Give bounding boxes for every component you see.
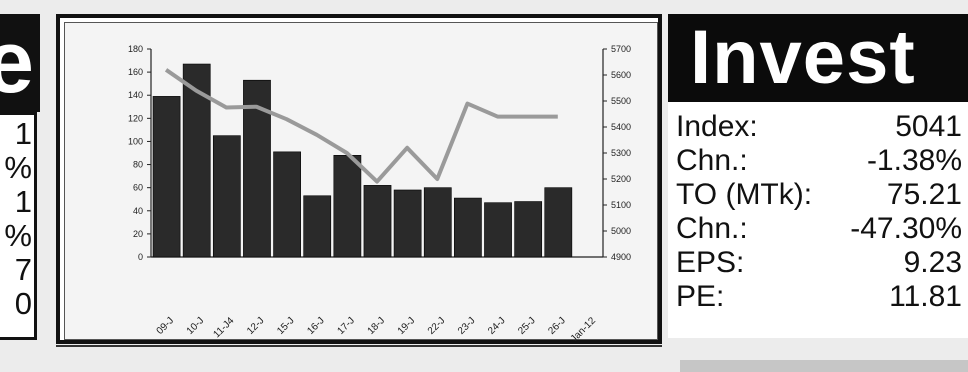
x-tick-label: 10-J <box>185 315 207 337</box>
stat-value: 75.21 <box>886 178 962 211</box>
chart-area: 0 20 40 60 80 100 120 140 160 180 4900 5000 5100 5200… <box>64 22 658 341</box>
left-panel-value: % <box>4 218 32 253</box>
stat-row-pe: PE: 11.81 <box>676 280 962 314</box>
x-tick-label: 25-J <box>516 315 538 337</box>
gray-strip <box>680 360 968 372</box>
stat-row-eps: EPS: 9.23 <box>676 246 962 280</box>
y-right-tick-label: 4900 <box>611 252 631 262</box>
invest-panel: Invest Index: 5041 Chn.: -1.38% TO (MTk)… <box>668 14 968 338</box>
y-left-tick-label: 60 <box>133 183 143 193</box>
stat-value: 5041 <box>895 110 962 143</box>
bar <box>544 187 573 258</box>
stat-value: 9.23 <box>903 246 962 279</box>
left-panel-value: 1 <box>14 184 32 219</box>
x-tick-label: 12-J <box>245 315 267 337</box>
y-left-tick-label: 100 <box>128 136 143 146</box>
x-tick-label: 15-J <box>275 315 297 337</box>
y-right-tick-label: 5500 <box>611 96 631 106</box>
bar <box>333 155 362 258</box>
y-left-tick-label: 20 <box>133 229 143 239</box>
y-right-tick-label: 5700 <box>611 44 631 54</box>
left-panel-value: % <box>4 150 32 185</box>
y-right-tick-label: 5100 <box>611 200 631 210</box>
bar <box>484 202 512 258</box>
stat-row-index: Index: 5041 <box>676 110 962 144</box>
x-tick-label: 23-J <box>456 315 478 337</box>
y-right-tick-label: 5000 <box>611 226 631 236</box>
bar <box>454 197 482 258</box>
stat-row-change: Chn.: -1.38% <box>676 144 962 178</box>
invest-header: Invest <box>668 14 968 102</box>
stat-label: TO (MTk): <box>676 178 813 211</box>
bar <box>152 96 181 258</box>
x-tick-label: 22-J <box>426 315 448 337</box>
y-right-tick-label: 5600 <box>611 70 631 80</box>
left-panel-values: 1 % 1 % 7 0 <box>0 112 37 340</box>
y-right-tick-label: 5400 <box>611 122 631 132</box>
y-left-tick-label: 120 <box>128 113 143 123</box>
left-panel-header: e <box>0 14 40 112</box>
bar <box>363 185 392 258</box>
x-tick-label: 16-J <box>305 315 327 337</box>
y-left-tick-label: 0 <box>138 252 143 262</box>
left-cropped-panel: e 1 % 1 % 7 0 <box>0 14 40 340</box>
left-panel-value: 1 <box>14 116 32 151</box>
stat-row-turnover-change: Chn.: -47.30% <box>676 212 962 246</box>
left-panel-value: 0 <box>14 286 32 321</box>
stat-label: EPS: <box>676 246 745 279</box>
y-right-tick-label: 5200 <box>611 174 631 184</box>
y-left-tick-label: 160 <box>128 67 143 77</box>
bar <box>514 201 543 258</box>
left-panel-header-text: e <box>0 14 34 111</box>
y-left-tick-label: 40 <box>133 206 143 216</box>
invest-stats: Index: 5041 Chn.: -1.38% TO (MTk): 75.21… <box>668 102 968 338</box>
invest-title: Invest <box>690 15 916 100</box>
x-tick-label: 09-J <box>155 315 177 337</box>
y-left-tick-label: 80 <box>133 160 143 170</box>
chart-panel: 0 20 40 60 80 100 120 140 160 180 4900 5000 5100 5200… <box>56 14 662 347</box>
x-tick-label: 17-J <box>335 315 357 337</box>
left-panel-value: 7 <box>14 252 32 287</box>
stat-label: Index: <box>676 110 758 143</box>
stat-value: 11.81 <box>889 280 962 313</box>
stat-value: -1.38% <box>866 144 962 177</box>
stat-label: PE: <box>676 280 725 313</box>
y-left-tick-label: 180 <box>128 44 143 54</box>
bar <box>273 151 301 258</box>
bar <box>393 189 422 258</box>
x-tick-label: 24-J <box>486 315 508 337</box>
x-tick-label: 29-Jan-12 <box>558 315 598 341</box>
y-right-tick-label: 5300 <box>611 148 631 158</box>
stat-label: Chn.: <box>676 144 748 177</box>
x-tick-label: 11-J4 <box>212 315 237 340</box>
combo-chart: 0 20 40 60 80 100 120 140 160 180 4900 5000 5100 5200… <box>128 44 631 341</box>
stat-value: -47.30% <box>850 212 962 245</box>
x-tick-label: 26-J <box>546 315 568 337</box>
y-left-tick-label: 140 <box>128 90 143 100</box>
x-tick-label: 18-J <box>366 315 388 337</box>
bar <box>212 135 241 258</box>
index-line <box>164 68 558 184</box>
stat-row-turnover: TO (MTk): 75.21 <box>676 178 962 212</box>
stat-label: Chn.: <box>676 212 748 245</box>
x-tick-label: 19-J <box>396 315 418 337</box>
bar <box>423 187 452 258</box>
bar <box>303 195 332 258</box>
